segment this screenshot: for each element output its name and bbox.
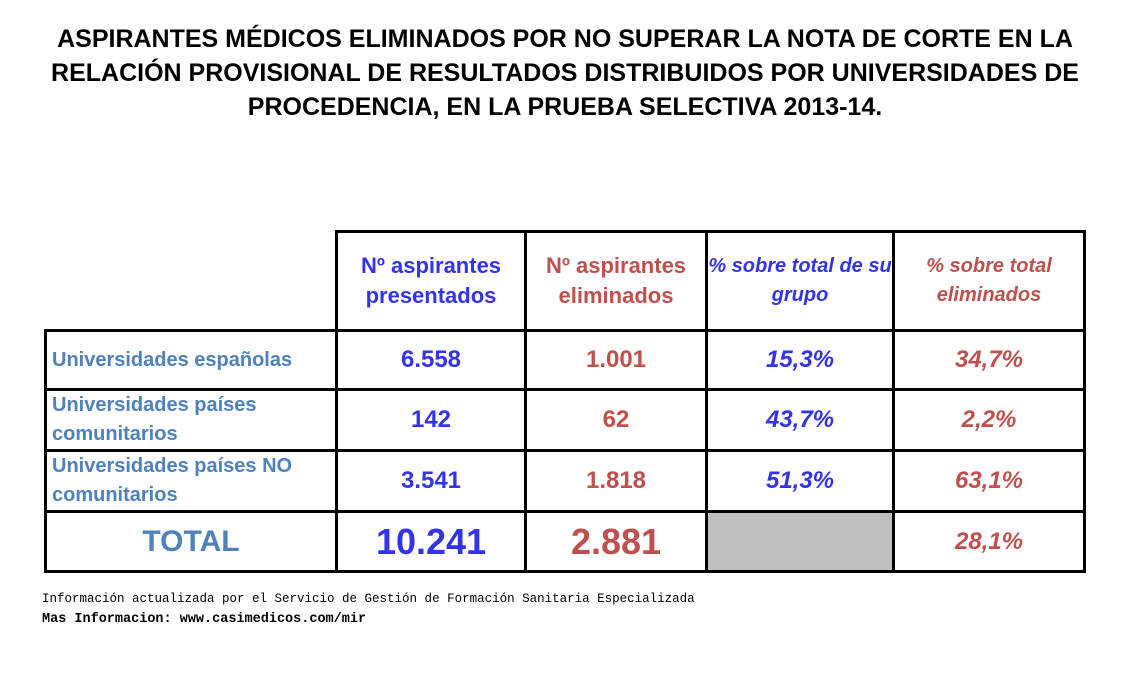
page-title: ASPIRANTES MÉDICOS ELIMINADOS POR NO SUP… bbox=[51, 25, 1079, 121]
presentados-value: 6.558 bbox=[335, 329, 527, 391]
header-pct-grupo: % sobre total de su grupo bbox=[705, 230, 895, 332]
header-pct-total: % sobre total eliminados bbox=[892, 230, 1086, 332]
total-presentados-value: 10.241 bbox=[335, 510, 527, 573]
presentados-value: 3.541 bbox=[335, 449, 527, 513]
header-eliminados: Nº aspirantes eliminados bbox=[524, 230, 708, 332]
total-label: TOTAL bbox=[44, 510, 338, 573]
pct-grupo-value: 51,3% bbox=[705, 449, 895, 513]
table-header-row: Nº aspirantes presentados Nº aspirantes … bbox=[46, 230, 1086, 332]
row-label: Universidades países NO comunitarios bbox=[44, 449, 338, 513]
results-table: Nº aspirantes presentados Nº aspirantes … bbox=[44, 230, 1086, 573]
footer-source-note: Información actualizada por el Servicio … bbox=[42, 592, 695, 606]
header-presentados: Nº aspirantes presentados bbox=[335, 230, 527, 332]
header-empty-cell bbox=[46, 232, 337, 331]
eliminados-value: 1.001 bbox=[524, 329, 708, 391]
pct-grupo-value: 43,7% bbox=[705, 388, 895, 452]
pct-total-value: 2,2% bbox=[892, 388, 1086, 452]
row-label: Universidades países comunitarios bbox=[44, 388, 338, 452]
eliminados-value: 62 bbox=[524, 388, 708, 452]
eliminados-value: 1.818 bbox=[524, 449, 708, 513]
total-pct-total-value: 28,1% bbox=[892, 510, 1086, 573]
table-row: Universidades españolas 6.558 1.001 15,3… bbox=[44, 329, 1086, 391]
table-row: Universidades países comunitarios 142 62… bbox=[44, 388, 1086, 452]
pct-total-value: 34,7% bbox=[892, 329, 1086, 391]
row-label: Universidades españolas bbox=[44, 329, 338, 391]
table-row: Universidades países NO comunitarios 3.5… bbox=[44, 449, 1086, 513]
pct-total-value: 63,1% bbox=[892, 449, 1086, 513]
total-pct-grupo-empty-cell bbox=[705, 510, 895, 573]
table-total-row: TOTAL 10.241 2.881 28,1% bbox=[44, 510, 1086, 573]
footer-more-info: Mas Informacion: www.casimedicos.com/mir bbox=[42, 612, 367, 627]
presentados-value: 142 bbox=[335, 388, 527, 452]
total-eliminados-value: 2.881 bbox=[524, 510, 708, 573]
pct-grupo-value: 15,3% bbox=[705, 329, 895, 391]
